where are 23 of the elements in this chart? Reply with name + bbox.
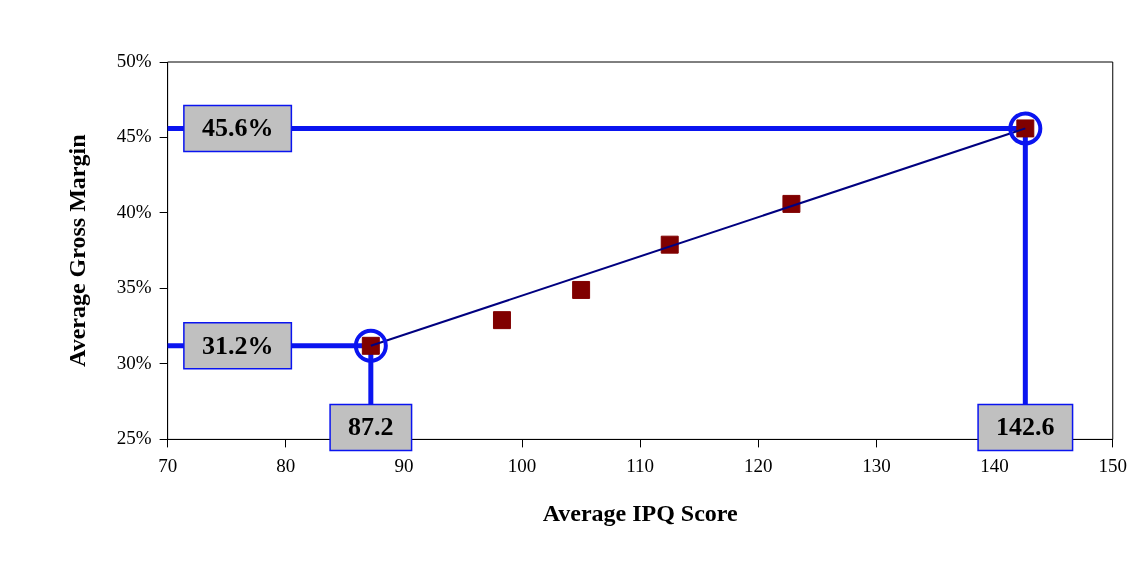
x-tick-label: 70 (158, 454, 178, 476)
x-tick-label: 110 (626, 454, 655, 476)
x-tick-label: 90 (394, 454, 414, 476)
ref-line-label: 31.2% (201, 330, 274, 360)
x-tick-label: 120 (744, 454, 773, 476)
x-tick-label: 140 (980, 454, 1009, 476)
x-tick-label: 100 (507, 454, 537, 476)
y-axis-title: Average Gross Margin (63, 134, 90, 367)
y-tick-label: 50% (116, 49, 152, 71)
y-tick-label: 40% (116, 200, 152, 222)
y-tick-label: 30% (116, 351, 152, 373)
y-tick-label: 45% (116, 125, 152, 147)
ref-line-label: 45.6% (201, 113, 274, 143)
ref-line-label: 142.6 (996, 412, 1055, 442)
point (492, 311, 511, 330)
ref-line-label: 87.2 (348, 412, 394, 442)
y-tick-label: 35% (116, 276, 152, 298)
x-axis-title: Average IPQ Score (542, 499, 739, 526)
x-tick-label: 150 (1098, 454, 1127, 476)
point (572, 280, 591, 299)
x-tick-label: 80 (276, 454, 296, 476)
x-tick-label: 130 (862, 454, 891, 476)
y-tick-label: 25% (116, 427, 152, 449)
